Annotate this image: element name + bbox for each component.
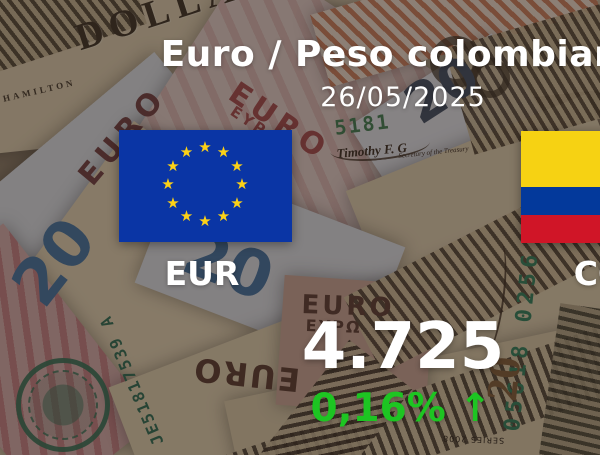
cop-flag [521, 131, 600, 243]
eu-star-icon: ★ [166, 193, 180, 212]
eu-star-icon: ★ [198, 211, 212, 230]
engraving-ornament [470, 58, 510, 98]
up-arrow-icon: ↑ [458, 386, 492, 431]
eu-star-icon: ★ [230, 156, 244, 175]
quote-currency-code: COP [573, 254, 600, 293]
eu-star-icon: ★ [166, 156, 180, 175]
co-flag-blue-stripe [521, 187, 600, 215]
eu-star-icon: ★ [216, 142, 231, 161]
eu-star-icon: ★ [179, 206, 194, 225]
rate-change: 0,16% ↑ [311, 386, 492, 431]
base-currency-code: EUR [164, 254, 240, 293]
eu-star-icon: ★ [235, 174, 249, 193]
eu-star-icon: ★ [230, 193, 244, 212]
exchange-rate-value: 4.725 [301, 310, 505, 384]
page-title: Euro / Peso colombiano [160, 34, 600, 75]
co-flag-red-stripe [521, 215, 600, 243]
eur-flag: ★ ★ ★ ★ ★ ★ ★ ★ ★ ★ ★ ★ [119, 130, 292, 242]
eu-star-icon: ★ [216, 206, 231, 225]
co-flag-yellow-stripe [521, 131, 600, 187]
eu-star-icon: ★ [198, 137, 212, 156]
eu-star-icon: ★ [179, 142, 194, 161]
rate-change-percent: 0,16% [310, 386, 446, 431]
treasury-seal [16, 358, 110, 452]
eu-star-icon: ★ [161, 174, 175, 193]
date-label: 26/05/2025 [320, 82, 486, 113]
